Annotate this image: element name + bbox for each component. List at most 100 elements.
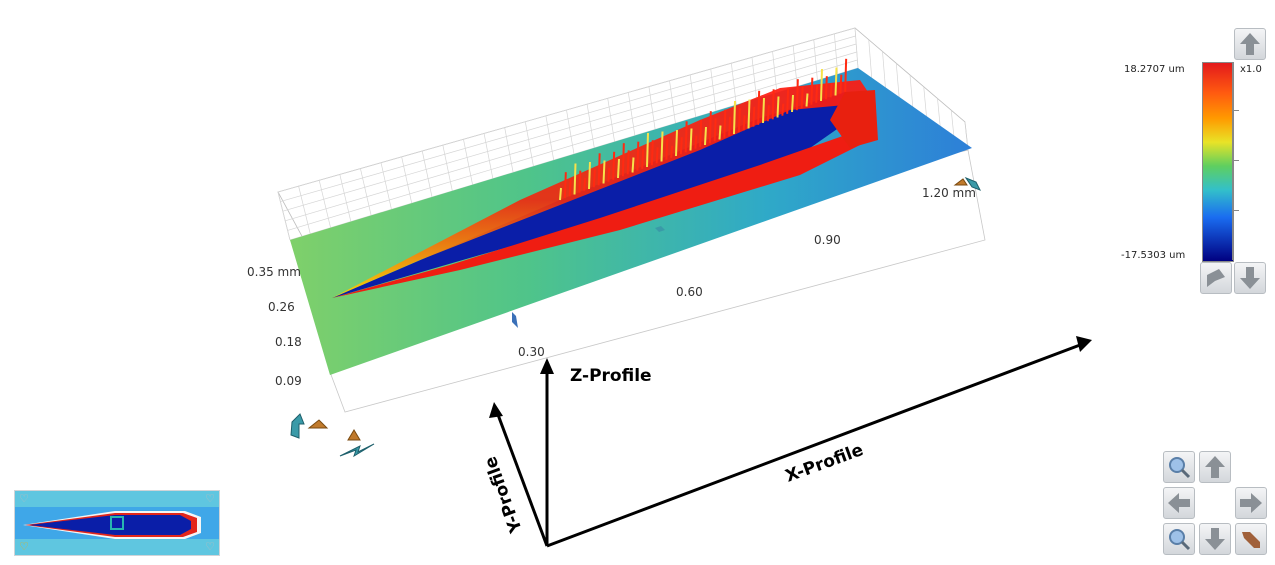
scale-reset-button[interactable] [1200,262,1232,294]
ridge-spike [747,99,751,129]
ridge-spike [824,76,828,100]
lightbulb-icon[interactable]: ♡ [19,492,29,505]
ridge-spike [626,150,630,175]
scale-ticks [1232,62,1241,260]
zoom-out-icon [1169,529,1191,551]
grid-line [360,168,372,216]
ridge-lower [332,130,870,298]
grid-line [731,63,737,105]
ridge-spike [588,161,591,190]
ridge-spike [829,83,833,98]
y-tick-2: 0.18 [275,335,302,349]
grid-line [607,98,615,142]
arrow-right-icon [1240,493,1262,513]
ridge-spike [578,170,582,193]
ridge-spike [771,89,775,120]
grid-line [483,133,494,179]
ridge-spike [646,132,649,168]
ridge-spike [762,97,765,124]
ridge-spike [670,145,674,158]
ridge-spike [660,131,664,162]
grid-line [895,63,900,99]
arrow-up-icon [1205,456,1225,478]
arrow-down-icon [1240,267,1260,289]
ridge-spike [563,172,567,199]
ridge-spike [602,160,606,184]
y-tick-1: 0.26 [268,300,295,314]
grid-line [401,156,413,204]
x-tick-0: 0.30 [518,345,545,359]
ridge-spike [805,93,809,107]
ridge-spike [631,157,635,173]
lightbulb-icon[interactable]: ♡ [205,540,215,553]
scale-down-button[interactable] [1234,262,1266,294]
scale-zoom-label: x1.0 [1240,64,1262,75]
ridge-spike [621,143,625,177]
pan-left-button[interactable] [1163,487,1195,519]
grid-line [854,27,859,69]
grid-line [950,110,955,140]
grid-line [463,139,473,185]
reset-icon [1207,269,1225,287]
zoom-in-button[interactable] [1163,451,1195,483]
grid-line [282,43,857,212]
grid-line [545,115,555,161]
overview-minimap[interactable]: ♡ ♡ ♡ ♡ [14,490,220,556]
grid-line [834,33,839,75]
ridge-spike [655,147,659,164]
grid-line [868,39,873,79]
ridge-spike [559,187,562,201]
ridge-spike [795,79,799,111]
ridge-spike [810,77,814,105]
ridge-spike [583,177,587,191]
ridge-spike [786,87,790,114]
reset-view-icon [1242,532,1260,548]
reset-view-button[interactable] [1235,523,1267,555]
ridge-spike [766,105,770,122]
scale-up-button[interactable] [1234,28,1266,60]
ridge-spike [742,115,746,131]
y-tick-3: 0.09 [275,374,302,388]
ridge-spike [699,119,703,147]
x-tick-2: 0.90 [814,233,841,247]
lightbulb-icon[interactable]: ♡ [205,492,215,505]
pan-right-button[interactable] [1235,487,1267,519]
ridge-spike [737,108,741,133]
ridge-spike [791,94,794,113]
grid-line [669,80,676,124]
ridge-spike [597,153,601,186]
small-marker [512,226,665,328]
ridge-spike [728,116,732,136]
grid-line [710,68,717,112]
zoom-out-button[interactable] [1163,523,1195,555]
grid-line [280,35,856,202]
ridge-spike [679,137,683,155]
ridge-spike [834,67,838,96]
pan-up-button[interactable] [1199,451,1231,483]
ridge-spike [650,140,654,166]
lightbulb-icon[interactable]: ♡ [19,540,29,553]
z-profile-label: Z-Profile [570,366,652,386]
arrow-down-icon [1205,528,1225,550]
ridge-spike [694,135,698,149]
ridge-end [830,90,878,148]
grid-line [442,145,453,191]
color-scale-panel [1198,28,1270,296]
grid-line [923,86,928,120]
ridge-spike [708,111,712,144]
navigation-pad [1163,451,1268,556]
ridge-spike [689,128,693,151]
grid-line [566,109,575,155]
grid-line [751,57,757,99]
grid-line [909,74,914,110]
rotate-handle-right[interactable] [953,176,982,191]
grid-line [277,191,291,241]
y-profile-label: Y-Profile [481,454,527,536]
ridge-spike [713,118,717,142]
grid-line [287,59,858,231]
scale-max-label: 18.2707 um [1124,64,1185,75]
rotate-handle-left[interactable] [290,413,375,458]
ridge-spike [573,163,577,195]
pan-down-button[interactable] [1199,523,1231,555]
